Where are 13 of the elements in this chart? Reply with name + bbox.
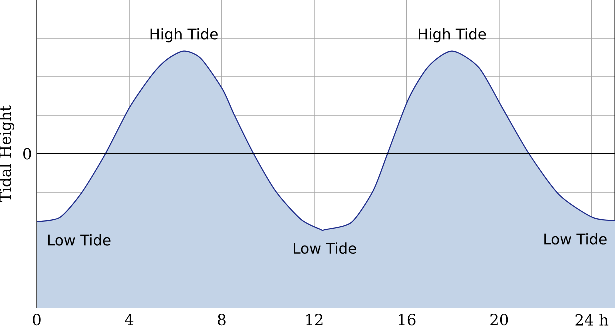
annotation: High Tide [150,28,218,43]
x-tick-label: 24 h [576,314,609,326]
x-tick-label: 20 [490,314,508,326]
annotation: Low Tide [544,233,607,245]
ref-line-label: 0 [24,148,32,160]
annotation: Low Tide [294,242,356,254]
x-tick-label: 4 [125,314,134,326]
annotation: Low Tide [48,234,111,246]
x-tick-label: 0 [33,314,41,326]
x-tick-label: 16 [399,314,416,326]
annotation: High Tide [419,28,486,43]
x-tick-label: 8 [218,314,226,326]
x-tick-label: 12 [306,314,323,326]
